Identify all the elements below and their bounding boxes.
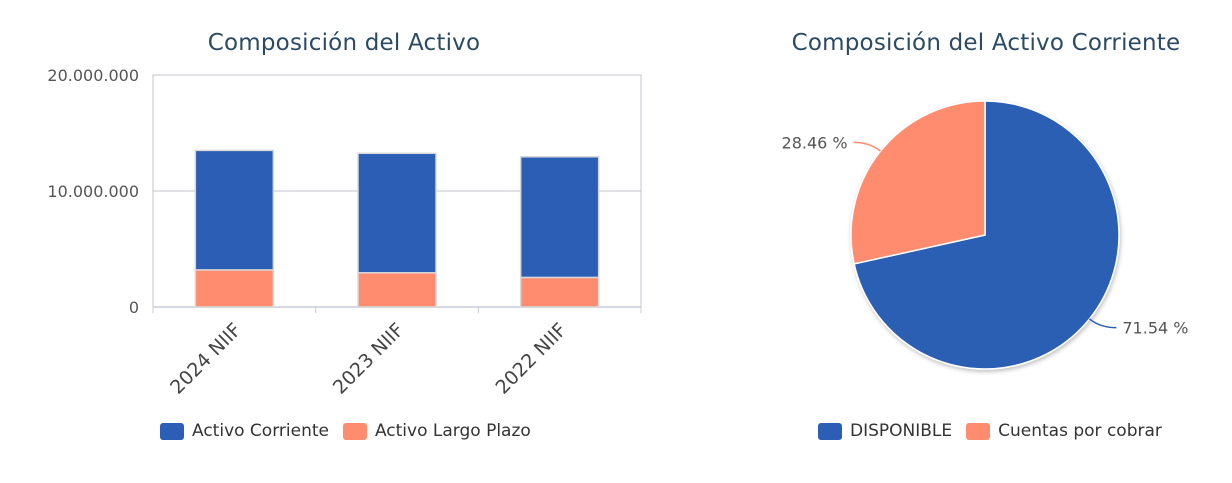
x-tick-label: 2023 NIIF <box>329 319 409 399</box>
pie-slice-disponible[interactable] <box>853 100 1120 370</box>
legend-item-activo-largo-plazo[interactable]: Activo Largo Plazo <box>342 421 531 441</box>
bar-chart-panel: Composición del Activo 0 10.000.000 20.000… <box>47 30 642 441</box>
bar-activo-corriente-0[interactable] <box>194 149 275 271</box>
legend-item-activo-corriente[interactable]: Activo Corriente <box>160 421 329 441</box>
pie-label-connector <box>1089 318 1117 329</box>
bar-activo-largo-plazo-2[interactable] <box>519 276 600 308</box>
y-tick-label: 20.000.000 <box>47 66 139 85</box>
y-tick-label: 10.000.000 <box>47 182 139 201</box>
legend-label-activo-corriente: Activo Corriente <box>192 421 329 441</box>
pie-chart-panel: Composición del Activo Corriente 71.54 %… <box>740 0 1232 483</box>
pie-data-label: 71.54 % <box>1122 319 1188 338</box>
legend-label-cuentas-por-cobrar: Cuentas por cobrar <box>998 421 1162 441</box>
pie-chart-legend: DISPONIBLE Cuentas por cobrar <box>818 421 1176 441</box>
x-tick-label: 2022 NIIF <box>491 319 571 399</box>
pie-slice-cuentas-por-cobrar[interactable] <box>850 100 986 265</box>
legend-swatch-cuentas-por-cobrar <box>966 422 991 440</box>
legend-swatch-activo-largo-plazo <box>342 422 367 440</box>
x-tick-label: 2024 NIIF <box>166 319 246 399</box>
legend-item-disponible[interactable]: DISPONIBLE <box>818 421 952 441</box>
pie-data-label: 28.46 % <box>782 133 848 152</box>
y-tick-label: 0 <box>129 298 139 317</box>
legend-label-disponible: DISPONIBLE <box>850 421 953 441</box>
bar-activo-corriente-1[interactable] <box>357 152 437 274</box>
pie-chart-svg: 71.54 % 28.46 % <box>782 100 1188 370</box>
legend-swatch-activo-corriente <box>160 422 184 440</box>
bar-chart-title: Composición del Activo <box>207 30 481 56</box>
bar-chart-legend: Activo Corriente Activo Largo Plazo <box>160 421 545 441</box>
pie-chart-title: Composición del Activo Corriente <box>791 30 1181 56</box>
bar-activo-largo-plazo-0[interactable] <box>194 269 275 308</box>
legend-item-cuentas-por-cobrar[interactable]: Cuentas por cobrar <box>966 421 1162 441</box>
legend-label-activo-largo-plazo: Activo Largo Plazo <box>374 421 531 441</box>
bar-activo-corriente-2[interactable] <box>519 156 600 279</box>
legend-swatch-disponible <box>818 422 842 440</box>
pie-label-connector <box>853 141 881 152</box>
bar-activo-largo-plazo-1[interactable] <box>357 272 437 308</box>
bar-chart-svg: 0 10.000.000 20.000.000 2024 NIIF 2023 NIIF 2… <box>47 66 642 399</box>
